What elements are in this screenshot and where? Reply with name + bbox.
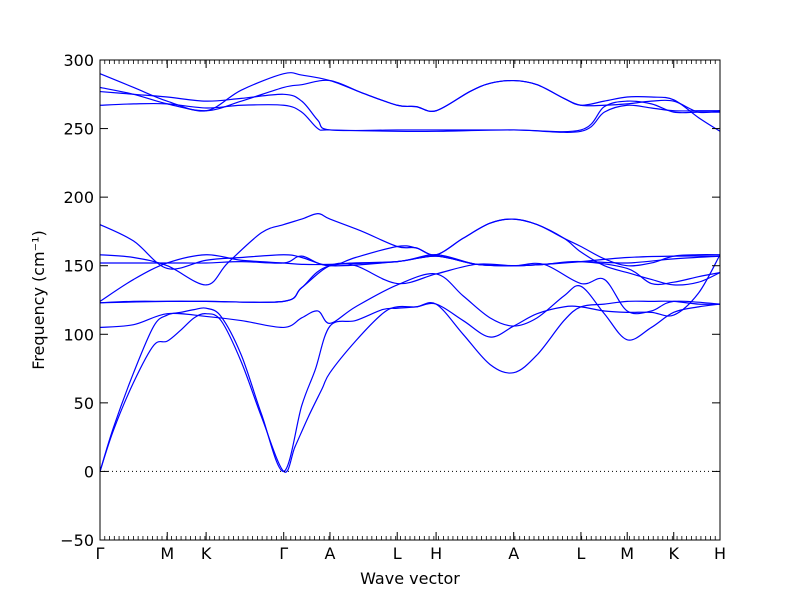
x-tick-label: H <box>714 544 726 563</box>
y-tick-label: 300 <box>63 51 94 70</box>
phonon-branch-10 <box>99 102 720 133</box>
phonon-branch-3 <box>99 273 721 341</box>
phonon-branch-11 <box>99 90 720 133</box>
x-axis-label: Wave vector <box>360 569 460 588</box>
y-tick-label: 100 <box>63 325 94 344</box>
plot-frame <box>99 59 721 541</box>
y-tick-label: −50 <box>60 531 94 550</box>
x-tick-label: A <box>325 544 336 563</box>
x-tick-label: A <box>508 544 519 563</box>
x-tick-label: K <box>668 544 679 563</box>
x-tick-label: M <box>620 544 634 563</box>
x-tick-label: Γ <box>96 544 105 563</box>
x-tick-label: H <box>430 544 442 563</box>
x-tick-label: K <box>201 544 212 563</box>
x-tick-label: M <box>160 544 174 563</box>
x-tick-label: L <box>393 544 402 563</box>
phonon-branch-9 <box>99 218 721 286</box>
y-tick-label: 200 <box>63 188 94 207</box>
y-tick-label: 50 <box>74 394 94 413</box>
x-tick-label: L <box>576 544 585 563</box>
y-tick-label: 0 <box>84 462 94 481</box>
y-axis-label: Frequency (cm⁻¹) <box>29 230 48 369</box>
phonon-branch-7 <box>100 255 721 267</box>
x-tick-label: Γ <box>279 544 288 563</box>
y-axis-ticks: −50 0 50 100 150 200 250 300 <box>60 51 720 550</box>
phonon-branch-13 <box>99 72 721 132</box>
y-tick-label: 150 <box>63 257 94 276</box>
plot-lines <box>99 72 721 473</box>
y-tick-label: 250 <box>63 120 94 139</box>
